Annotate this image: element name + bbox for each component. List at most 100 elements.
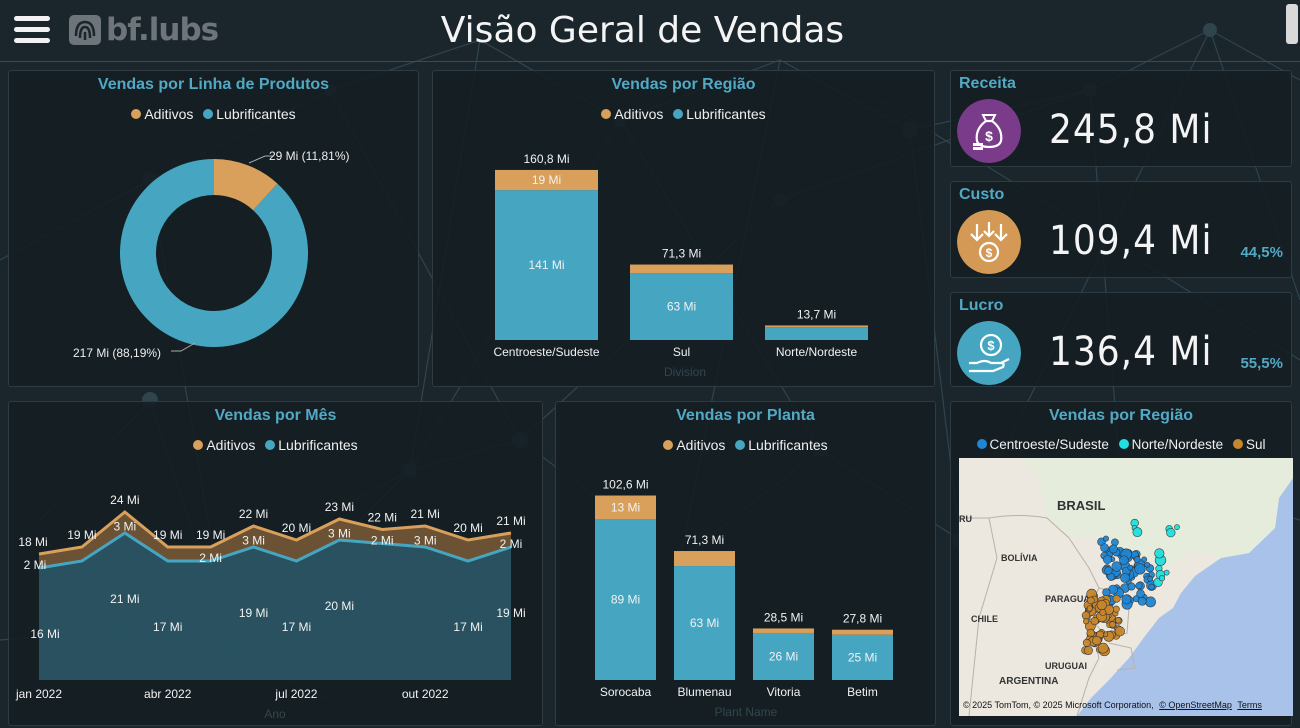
bar-lubrificantes[interactable] bbox=[832, 634, 893, 680]
map-point-sul[interactable] bbox=[1099, 608, 1107, 616]
map-point-sul[interactable] bbox=[1087, 596, 1095, 605]
map-point-centroeste[interactable] bbox=[1100, 543, 1109, 552]
map-point-centroeste[interactable] bbox=[1148, 583, 1155, 591]
map-point-centroeste[interactable] bbox=[1108, 544, 1118, 554]
map-point-centroeste[interactable] bbox=[1136, 589, 1145, 599]
legend-aditivos[interactable]: Aditivos bbox=[131, 106, 193, 122]
map-point-norte-nordeste[interactable] bbox=[1158, 575, 1166, 582]
donut-leader-lubrificantes bbox=[171, 342, 196, 352]
map-point-centroeste[interactable] bbox=[1103, 554, 1113, 564]
area-total-label: 23 Mi bbox=[325, 500, 354, 514]
map-point-centroeste[interactable] bbox=[1141, 556, 1148, 563]
area-aditivos[interactable] bbox=[39, 512, 511, 568]
region-map[interactable]: BRASIL BOLÍVIA PARAGUAI CHILE URUGUAI AR… bbox=[959, 458, 1293, 716]
map-point-norte-nordeste[interactable] bbox=[1166, 528, 1176, 538]
kpi-lucro-title: Lucro bbox=[959, 297, 1004, 314]
area-total-label: 21 Mi bbox=[496, 514, 525, 528]
map-point-centroeste[interactable] bbox=[1144, 561, 1151, 568]
map-point-centroeste[interactable] bbox=[1102, 535, 1109, 542]
map-point-centroeste[interactable] bbox=[1120, 572, 1131, 583]
bar-lubrificantes[interactable] bbox=[630, 273, 733, 340]
profit-hand-coin-icon: $ bbox=[957, 321, 1021, 385]
map-point-centroeste[interactable] bbox=[1127, 582, 1136, 591]
bar-total-label: 28,5 Mi bbox=[764, 610, 803, 624]
legend-lubrificantes[interactable]: Lubrificantes bbox=[673, 106, 766, 122]
map-point-sul[interactable] bbox=[1109, 621, 1116, 628]
bar-aditivos[interactable] bbox=[630, 264, 733, 274]
legend-lubrificantes[interactable]: Lubrificantes bbox=[735, 437, 828, 453]
map-point-sul[interactable] bbox=[1081, 611, 1091, 620]
map-point-sul[interactable] bbox=[1097, 642, 1109, 654]
area-label-aditivos: 2 Mi bbox=[199, 551, 222, 565]
x-tick-label: jan 2022 bbox=[15, 687, 62, 701]
map-points[interactable] bbox=[1081, 518, 1180, 657]
legend-aditivos[interactable]: Aditivos bbox=[663, 437, 725, 453]
map-point-centroeste[interactable] bbox=[1137, 596, 1147, 606]
bar-aditivos[interactable] bbox=[753, 628, 814, 633]
bar-lubrificantes[interactable] bbox=[595, 519, 656, 680]
map-point-centroeste[interactable] bbox=[1104, 566, 1113, 575]
map-point-centroeste[interactable] bbox=[1127, 564, 1134, 571]
map-point-centroeste[interactable] bbox=[1135, 582, 1143, 590]
donut-leader-aditivos bbox=[248, 155, 273, 164]
area-label-lubrificantes: 16 Mi bbox=[30, 627, 59, 641]
map-point-centroeste[interactable] bbox=[1133, 556, 1141, 563]
bar-aditivos[interactable] bbox=[832, 629, 893, 635]
bar-aditivos[interactable] bbox=[765, 325, 868, 328]
map-point-sul[interactable] bbox=[1096, 599, 1107, 611]
legend-aditivos[interactable]: Aditivos bbox=[193, 437, 255, 453]
header-bar: bf.lubs Visão Geral de Vendas bbox=[0, 0, 1300, 62]
map-point-sul[interactable] bbox=[1086, 628, 1095, 638]
area-label-aditivos: 2 Mi bbox=[500, 537, 523, 551]
legend-norte-nordeste[interactable]: Norte/Nordeste bbox=[1118, 437, 1223, 452]
openstreetmap-link[interactable]: © OpenStreetMap bbox=[1159, 700, 1232, 710]
map-canvas[interactable]: BRASIL BOLÍVIA PARAGUAI CHILE URUGUAI AR… bbox=[959, 458, 1293, 716]
map-point-centroeste[interactable] bbox=[1111, 561, 1122, 572]
map-point-sul[interactable] bbox=[1082, 638, 1091, 647]
legend-centroeste[interactable]: Centroeste/Sudeste bbox=[976, 437, 1109, 452]
scrollbar-thumb[interactable] bbox=[1286, 4, 1298, 44]
region-bars-panel: Vendas por Região Aditivos Lubrificantes… bbox=[432, 70, 935, 387]
map-point-sul[interactable] bbox=[1090, 616, 1099, 626]
bar-aditivos[interactable] bbox=[595, 495, 656, 520]
area-lubrificantes[interactable] bbox=[39, 533, 511, 680]
money-bag-icon: $ bbox=[957, 99, 1021, 163]
map-point-sul[interactable] bbox=[1114, 626, 1125, 637]
donut-slice-lubrificantes[interactable] bbox=[120, 159, 309, 347]
map-point-norte-nordeste[interactable] bbox=[1174, 524, 1180, 531]
map-point-centroeste[interactable] bbox=[1121, 594, 1132, 605]
map-point-centroeste[interactable] bbox=[1119, 555, 1129, 566]
bar-label-lubrificantes: 89 Mi bbox=[611, 593, 640, 607]
bar-lubrificantes[interactable] bbox=[674, 566, 735, 680]
area-label-aditivos: 3 Mi bbox=[328, 527, 351, 541]
map-point-sul[interactable] bbox=[1115, 616, 1122, 624]
legend-aditivos[interactable]: Aditivos bbox=[601, 106, 663, 122]
map-point-sul[interactable] bbox=[1092, 635, 1102, 646]
bar-lubrificantes[interactable] bbox=[495, 190, 598, 340]
legend-lubrificantes[interactable]: Lubrificantes bbox=[265, 437, 358, 453]
donut-slice-aditivos[interactable] bbox=[214, 159, 278, 211]
bar-total-label: 160,8 Mi bbox=[523, 152, 569, 166]
map-point-sul[interactable] bbox=[1083, 618, 1090, 625]
bar-aditivos[interactable] bbox=[674, 551, 735, 567]
map-point-sul[interactable] bbox=[1112, 594, 1121, 603]
bar-aditivos[interactable] bbox=[495, 169, 598, 191]
legend-lubrificantes[interactable]: Lubrificantes bbox=[203, 106, 296, 122]
kpi-custo-panel: Custo $ 109,4 Mi 44,5% bbox=[950, 181, 1292, 278]
terms-link[interactable]: Terms bbox=[1237, 700, 1262, 710]
map-point-centroeste[interactable] bbox=[1134, 563, 1146, 575]
map-point-norte-nordeste[interactable] bbox=[1163, 569, 1170, 576]
map-point-norte-nordeste[interactable] bbox=[1154, 548, 1165, 559]
legend-sul[interactable]: Sul bbox=[1232, 437, 1265, 452]
bar-lubrificantes[interactable] bbox=[765, 327, 868, 340]
bar-lubrificantes[interactable] bbox=[753, 632, 814, 680]
map-point-sul[interactable] bbox=[1083, 645, 1093, 656]
map-label-peru: RU bbox=[959, 514, 972, 524]
logo-fingerprint-icon bbox=[69, 15, 101, 45]
map-point-sul[interactable] bbox=[1112, 605, 1120, 613]
map-point-centroeste[interactable] bbox=[1147, 575, 1154, 582]
map-point-sul[interactable] bbox=[1086, 605, 1093, 612]
bar-label-aditivos: 19 Mi bbox=[532, 173, 561, 187]
hamburger-menu-icon[interactable] bbox=[14, 16, 50, 46]
map-point-norte-nordeste[interactable] bbox=[1132, 527, 1143, 537]
